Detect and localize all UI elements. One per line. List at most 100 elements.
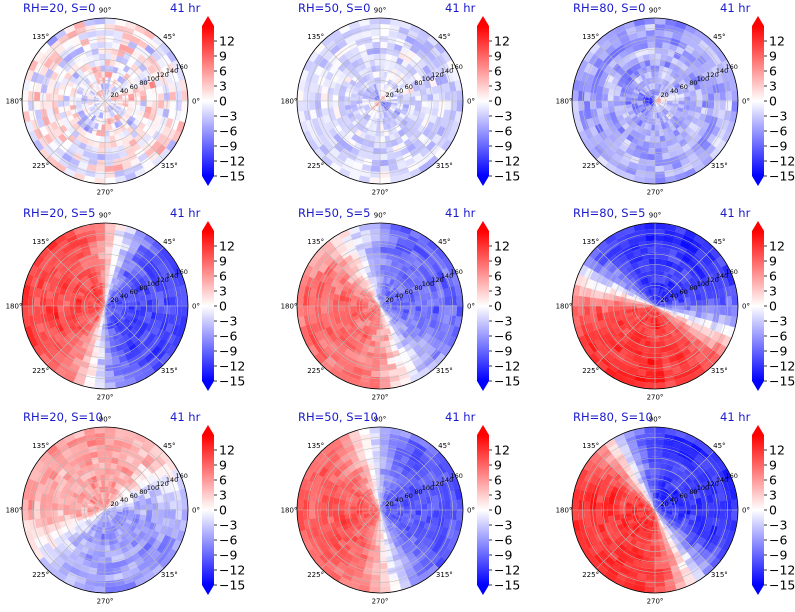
heatmap-cell (72, 521, 80, 529)
heatmap-cell (654, 65, 660, 72)
heatmap-cell (619, 96, 626, 102)
heatmap-cell (352, 161, 364, 170)
heatmap-cell (115, 501, 122, 506)
heatmap-cell (169, 100, 177, 111)
heatmap-cell (87, 505, 94, 509)
heatmap-cell (59, 287, 67, 296)
heatmap-cell (357, 355, 367, 364)
heatmap-cell (108, 492, 112, 499)
heatmap-cell (123, 82, 131, 90)
heatmap-cell (646, 246, 655, 254)
heatmap-cell (341, 367, 354, 378)
heatmap-cell (431, 338, 442, 350)
heatmap-cell (116, 513, 123, 517)
heatmap-cell (142, 233, 156, 245)
heatmap-cell (715, 49, 727, 63)
heatmap-cell (649, 101, 655, 104)
heatmap-cell (362, 119, 369, 127)
heatmap-cell (168, 517, 176, 529)
heatmap-cell (673, 287, 681, 295)
heatmap-cell (589, 126, 599, 138)
heatmap-cell (82, 18, 95, 27)
heatmap-cell (676, 294, 684, 300)
heatmap-cell (169, 500, 177, 510)
heatmap-cell (113, 497, 120, 503)
heatmap-cell (622, 20, 636, 31)
heatmap-cell (655, 300, 658, 306)
heatmap-cell (104, 450, 113, 458)
heatmap-cell (93, 307, 100, 311)
heatmap-cell (349, 284, 357, 292)
heatmap-cell (603, 29, 617, 41)
heatmap-cell (143, 82, 151, 91)
colorbar-bar (202, 231, 214, 381)
heatmap-cell (603, 64, 613, 75)
heatmap-cell (388, 73, 395, 81)
heatmap-cell (104, 492, 108, 499)
heatmap-cell (364, 338, 372, 347)
heatmap-cell (126, 498, 134, 504)
heatmap-cell (607, 94, 614, 102)
heatmap-cell (107, 71, 113, 79)
heatmap-cell (297, 79, 306, 92)
heatmap-cell (595, 35, 609, 47)
heatmap-cell (389, 90, 396, 96)
heatmap-cell (139, 498, 147, 506)
grid-ring (613, 59, 697, 143)
heatmap-cell (83, 124, 91, 132)
heatmap-cell (613, 306, 620, 312)
heatmap-cell (39, 535, 49, 547)
colorbar-tick-label: 6 (769, 64, 777, 79)
heatmap-cell (134, 509, 141, 515)
heatmap-cell (646, 316, 651, 323)
grid-ring (307, 28, 453, 174)
heatmap-cell (125, 351, 136, 361)
heatmap-cell (311, 73, 320, 85)
colorbar-tick-label: 3 (219, 79, 227, 94)
polar-panel: 20 40 60 80 10012014016090°45°0°315°270°225°… (281, 1, 521, 197)
heatmap-cell (643, 59, 651, 67)
heatmap-cell (655, 98, 661, 101)
heatmap-cell (397, 256, 407, 265)
heatmap-cell (694, 44, 706, 55)
heatmap-cell (644, 103, 650, 107)
heatmap-cell (325, 276, 334, 287)
heatmap-cell (144, 44, 156, 55)
heatmap-cell (39, 474, 49, 486)
colorbar-extend-min (752, 381, 764, 391)
heatmap-cell (53, 64, 63, 75)
heatmap-cell (652, 306, 655, 312)
heatmap-cell (356, 248, 367, 257)
heatmap-cell (719, 305, 727, 316)
heatmap-cell (674, 376, 688, 387)
heatmap-cell (98, 551, 106, 558)
heatmap-cell (397, 72, 406, 80)
heatmap-cell (632, 18, 645, 27)
colorbar-tick-label: −9 (769, 139, 787, 154)
heatmap-cell (394, 124, 402, 132)
heatmap-cell (32, 50, 44, 64)
heatmap-cell (79, 521, 87, 529)
heatmap-cell (361, 260, 370, 268)
heatmap-cell (365, 313, 372, 319)
heatmap-cell (170, 479, 180, 492)
radius-tick-label: 20 (110, 91, 118, 99)
heatmap-cell (613, 310, 621, 318)
heatmap-cell (637, 307, 644, 311)
heatmap-cell (405, 157, 417, 167)
heatmap-cell (92, 259, 100, 266)
heatmap-cell (618, 348, 629, 358)
heatmap-cell (600, 39, 612, 52)
heatmap-cell (415, 157, 428, 168)
heatmap-cell (303, 59, 314, 73)
heatmap-cell (586, 322, 595, 334)
heatmap-cell (320, 93, 328, 102)
heatmap-cell (382, 90, 386, 96)
heatmap-cell (401, 294, 409, 300)
heatmap-cell (678, 301, 685, 306)
heatmap-cell (624, 79, 632, 87)
heatmap-cell (117, 553, 126, 562)
heatmap-cell (725, 305, 733, 317)
radius-tick-label: 60 (680, 288, 688, 296)
